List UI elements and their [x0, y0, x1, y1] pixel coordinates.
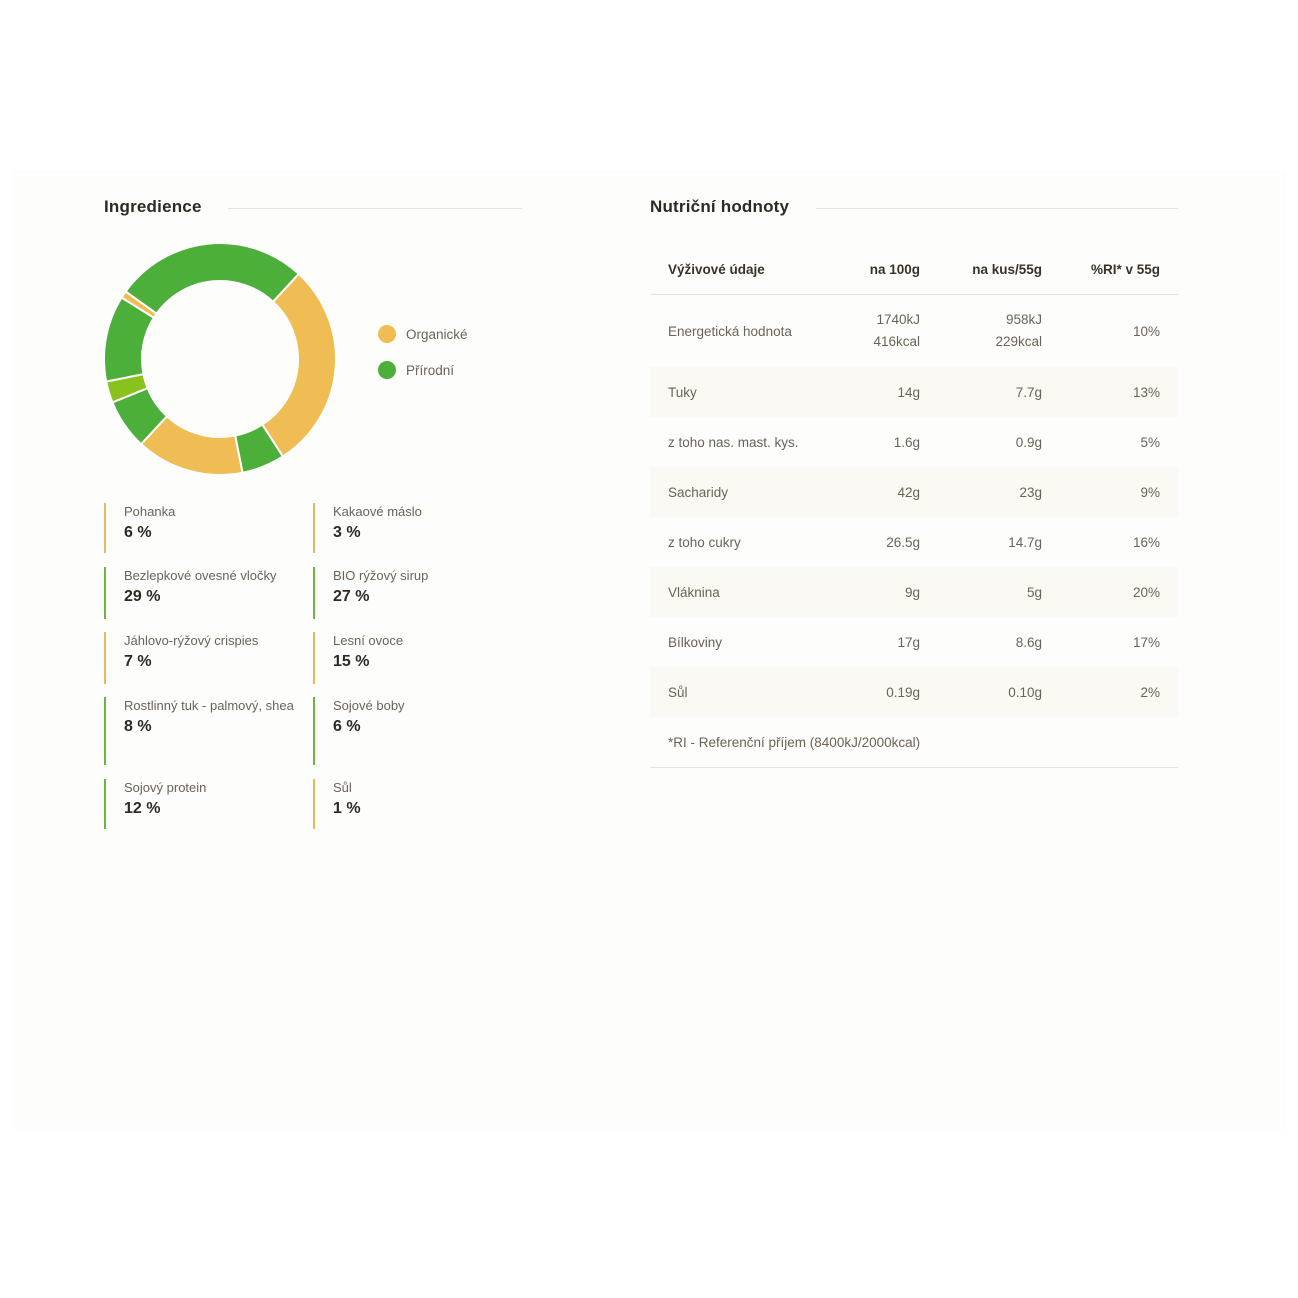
row-ri: 9%: [1140, 484, 1160, 500]
row-ri: 16%: [1132, 534, 1160, 550]
legend-item-organic: Organické: [378, 322, 468, 346]
energy-per-100g-kj: 1740kJ: [876, 312, 920, 327]
ingredient-name: Sojové boby: [333, 698, 405, 713]
ingredient-percent: 7 %: [124, 653, 152, 670]
row-name: Tuky: [668, 384, 697, 400]
row-per-piece: 14.7g: [1008, 534, 1042, 550]
nutrition-table: Výživové údaje na 100g na kus/55g %RI* v…: [650, 244, 1178, 768]
row-per-100g: 1.6g: [893, 434, 920, 450]
legend-dot-natural: [378, 361, 396, 379]
row-per-100g: 42g: [897, 484, 920, 500]
header-per-piece: na kus/55g: [972, 261, 1042, 277]
ingredients-donut-chart: [103, 242, 337, 476]
row-name: z toho cukry: [668, 534, 741, 550]
table-row: Tuky 14g 7.7g 13%: [650, 367, 1178, 417]
table-row: Sacharidy 42g 23g 9%: [650, 467, 1178, 517]
ingredients-title-divider: [228, 208, 522, 209]
nutrition-title: Nutriční hodnoty: [650, 197, 790, 216]
ingredient-name: Jáhlovo-rýžový crispies: [124, 633, 259, 648]
row-per-100g: 26.5g: [886, 534, 920, 550]
ingredient-item: Bezlepkové ovesné vločky 29 %: [104, 567, 300, 619]
row-per-piece: 5g: [1026, 584, 1042, 600]
energy-per-piece-kj: 958kJ: [1005, 312, 1042, 327]
row-ri: 5%: [1140, 434, 1160, 450]
ingredient-percent: 1 %: [333, 800, 361, 817]
ri-footnote: *RI - Referenční příjem (8400kJ/2000kcal…: [650, 717, 1178, 768]
row-name: Vláknina: [668, 584, 720, 600]
row-per-100g: 14g: [897, 384, 920, 400]
ingredient-percent: 6 %: [124, 524, 152, 541]
ingredient-item: Sojové boby 6 %: [313, 697, 509, 765]
ingredient-name: BIO rýžový sirup: [333, 568, 429, 583]
row-ri: 20%: [1132, 584, 1160, 600]
row-per-piece: 7.7g: [1015, 384, 1042, 400]
row-name: Bílkoviny: [668, 634, 723, 650]
ingredient-percent: 15 %: [333, 653, 370, 670]
row-per-piece: 0.10g: [1008, 684, 1042, 700]
ingredient-name: Lesní ovoce: [333, 633, 404, 648]
ingredient-name: Bezlepkové ovesné vločky: [124, 568, 277, 583]
legend-dot-organic: [378, 325, 396, 343]
row-per-piece: 0.9g: [1015, 434, 1042, 450]
table-row-energy: Energetická hodnota 1740kJ 416kcal 958kJ…: [650, 295, 1178, 367]
ingredient-percent: 29 %: [124, 588, 161, 605]
content-panel: [12, 170, 1286, 1130]
energy-per-piece: 958kJ 229kcal: [920, 309, 1042, 353]
row-name: Sůl: [668, 684, 688, 700]
ingredient-percent: 27 %: [333, 588, 370, 605]
table-row: Vláknina 9g 5g 20%: [650, 567, 1178, 617]
energy-per-piece-kcal: 229kcal: [995, 334, 1042, 349]
ingredient-name: Pohanka: [124, 504, 176, 519]
ingredient-item: Sůl 1 %: [313, 779, 509, 829]
legend-label-natural: Přírodní: [406, 362, 455, 378]
row-name: Sacharidy: [668, 484, 729, 500]
row-per-100g: 17g: [897, 634, 920, 650]
ingredient-name: Rostlinný tuk - palmový, shea: [124, 698, 294, 713]
ingredient-percent: 3 %: [333, 524, 361, 541]
table-row: z toho nas. mast. kys. 1.6g 0.9g 5%: [650, 417, 1178, 467]
ingredient-item: Sojový protein 12 %: [104, 779, 300, 829]
row-ri: 13%: [1132, 384, 1160, 400]
donut-slice-4: [260, 272, 337, 458]
ingredient-percent: 8 %: [124, 718, 152, 735]
ingredient-percent: 6 %: [333, 718, 361, 735]
ingredient-item: Lesní ovoce 15 %: [313, 632, 509, 684]
row-per-piece: 8.6g: [1015, 634, 1042, 650]
ingredient-item: Kakaové máslo 3 %: [313, 503, 509, 553]
table-row: Bílkoviny 17g 8.6g 17%: [650, 617, 1178, 667]
donut-slice-3: [124, 242, 301, 315]
donut-slice-7: [111, 386, 169, 446]
table-row: Sůl 0.19g 0.10g 2%: [650, 667, 1178, 717]
ingredient-name: Sojový protein: [124, 780, 207, 795]
legend-label-organic: Organické: [406, 326, 468, 342]
ingredient-name: Sůl: [333, 780, 352, 795]
row-name: z toho nas. mast. kys.: [668, 434, 799, 450]
energy-per-100g-kcal: 416kcal: [873, 334, 920, 349]
legend-item-natural: Přírodní: [378, 358, 468, 382]
chart-legend: Organické Přírodní: [378, 322, 468, 394]
row-ri: 2%: [1140, 684, 1160, 700]
header-ri: %RI* v 55g: [1090, 261, 1160, 277]
ingredient-item: Pohanka 6 %: [104, 503, 300, 553]
header-nutrient: Výživové údaje: [668, 261, 765, 277]
table-row: z toho cukry 26.5g 14.7g 16%: [650, 517, 1178, 567]
table-header: Výživové údaje na 100g na kus/55g %RI* v…: [650, 244, 1178, 295]
ingredient-item: Rostlinný tuk - palmový, shea 8 %: [104, 697, 300, 765]
row-per-100g: 0.19g: [886, 684, 920, 700]
row-name: Energetická hodnota: [668, 323, 792, 339]
row-ri: 17%: [1132, 634, 1160, 650]
ingredients-title: Ingredience: [104, 197, 202, 216]
ingredient-percent: 12 %: [124, 800, 161, 817]
nutrition-title-divider: [816, 208, 1178, 209]
header-per-100g: na 100g: [869, 261, 920, 277]
energy-ri: 10%: [1132, 323, 1160, 339]
ingredient-item: BIO rýžový sirup 27 %: [313, 567, 509, 619]
ingredient-item: Jáhlovo-rýžový crispies 7 %: [104, 632, 300, 684]
energy-per-100g: 1740kJ 416kcal: [868, 309, 920, 353]
row-per-100g: 9g: [904, 584, 920, 600]
ingredient-name: Kakaové máslo: [333, 504, 422, 519]
row-per-piece: 23g: [1019, 484, 1042, 500]
